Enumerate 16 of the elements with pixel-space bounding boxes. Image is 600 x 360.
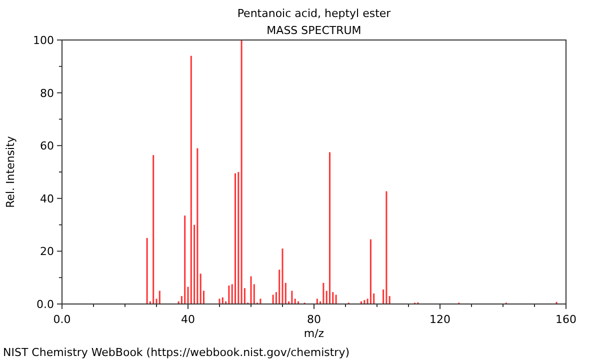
x-axis-title: m/z: [304, 327, 324, 340]
y-tick-label: 100: [33, 34, 54, 47]
x-tick-label: 0.0: [53, 313, 71, 326]
y-tick-label: 0.0: [36, 298, 54, 311]
chart-subtitle: MASS SPECTRUM: [266, 24, 362, 37]
y-axis-title: Rel. Intensity: [4, 136, 17, 208]
text: NIST Chemistry WebBook (https://webbook.nist.gov/chemistry): [3, 346, 350, 359]
x-tick-label: 120: [430, 313, 450, 326]
y-tick-label: 80: [40, 86, 54, 100]
x-tick-label: 80: [307, 313, 321, 326]
x-tick-label: 160: [556, 313, 576, 326]
y-tick-label: 20: [40, 245, 54, 258]
x-tick-label: 40: [181, 313, 195, 326]
y-tick-label: 40: [40, 192, 54, 206]
y-tick-label: 60: [40, 140, 54, 153]
chart-title: Pentanoic acid, heptyl ester: [237, 7, 392, 20]
